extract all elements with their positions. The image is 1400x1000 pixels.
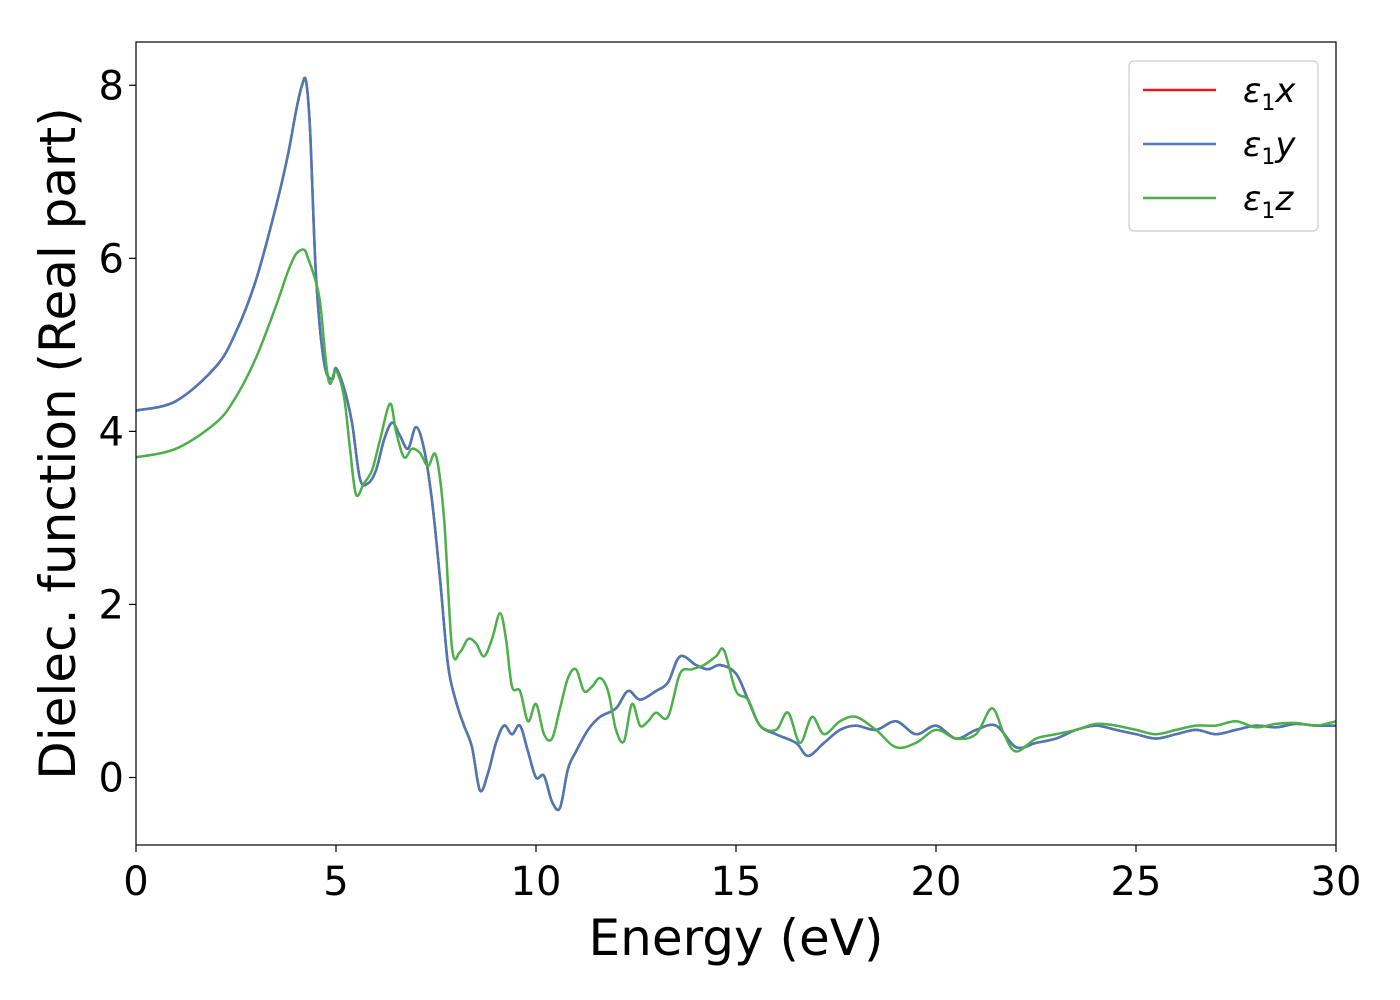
series-line-3	[136, 248, 1336, 753]
legend-label-component: x	[1274, 71, 1296, 111]
y-tick-label: 4	[99, 409, 124, 455]
legend-label-subscript: 1	[1261, 91, 1275, 116]
series-layer	[136, 76, 1336, 812]
legend-label-3: ε1z	[1243, 179, 1294, 224]
legend-label-component: y	[1274, 125, 1296, 165]
x-tick-label: 25	[1111, 859, 1162, 905]
legend-label-component: z	[1274, 179, 1294, 219]
x-tick-label: 0	[123, 859, 148, 905]
y-tick-label: 2	[99, 582, 124, 628]
legend-label-1: ε1x	[1243, 71, 1296, 116]
legend-label-subscript: 1	[1261, 145, 1275, 170]
x-tick-label: 5	[323, 859, 348, 905]
legend-label-base: ε	[1243, 179, 1261, 219]
legend-label-subscript: 1	[1261, 199, 1275, 224]
series-line-2	[136, 76, 1336, 812]
legend-label-base: ε	[1243, 71, 1261, 111]
x-axis-label: Energy (eV)	[589, 909, 884, 967]
x-tick-label: 30	[1311, 859, 1362, 905]
y-tick-label: 0	[99, 756, 124, 802]
x-axis: 0 5 10 15 20 25 30	[123, 845, 1361, 905]
y-axis-label: Dielec. function (Real part)	[29, 107, 87, 779]
legend-label-base: ε	[1243, 125, 1261, 165]
y-tick-label: 8	[99, 63, 124, 109]
legend-label-2: ε1y	[1243, 125, 1296, 170]
x-tick-label: 15	[711, 859, 762, 905]
y-axis: 0 2 4 6 8	[99, 63, 136, 802]
legend-box	[1128, 60, 1319, 232]
x-tick-label: 20	[911, 859, 962, 905]
x-tick-label: 10	[511, 859, 562, 905]
y-tick-label: 6	[99, 236, 124, 282]
